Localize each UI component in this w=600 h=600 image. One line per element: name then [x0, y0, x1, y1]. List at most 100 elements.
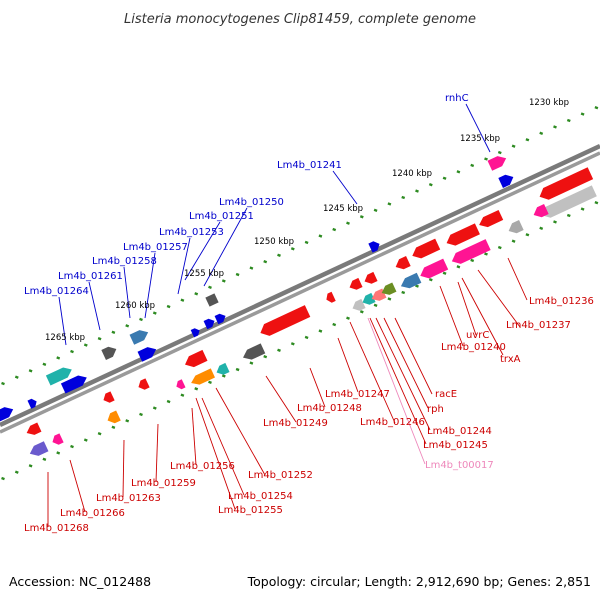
upper-tick-mark	[249, 266, 254, 270]
gene-arrow-reverse	[185, 349, 208, 368]
gene-label-lm4b-01266[interactable]: Lm4b_01266	[60, 508, 125, 519]
kbp-label-1230: 1230 kbp	[529, 98, 569, 108]
gene-label-trxa[interactable]: trxA	[500, 354, 521, 365]
gene-label-lm4b-01261[interactable]: Lm4b_01261	[58, 271, 123, 282]
gene-label-lm4b-01236[interactable]: Lm4b_01236	[529, 296, 594, 307]
gene-arrow-reverse	[29, 441, 49, 456]
gene-arrow-reverse	[326, 291, 336, 303]
lower-tick-mark	[263, 355, 268, 359]
gene-block-gray	[101, 346, 117, 360]
gene-label-lm4b-t00017[interactable]: Lm4b_t00017	[425, 460, 494, 471]
gene-arrow-reverse	[216, 362, 230, 375]
lower-tick-mark	[14, 470, 19, 474]
gene-label-lm4b-01251[interactable]: Lm4b_01251	[189, 211, 254, 222]
gene-arrow-reverse	[349, 277, 363, 290]
label-leader-line	[191, 407, 197, 466]
gene-label-lm4b-01256[interactable]: Lm4b_01256	[170, 461, 235, 472]
upper-tick-mark	[290, 247, 295, 251]
lower-tick-mark	[415, 284, 419, 288]
lower-tick-mark	[249, 361, 254, 365]
upper-tick-mark	[332, 227, 337, 232]
lower-tick-mark	[497, 245, 502, 250]
lower-tick-mark	[428, 278, 433, 282]
gene-label-lm4b-01268[interactable]: Lm4b_01268	[24, 523, 89, 534]
gene-block-gray	[352, 298, 366, 311]
gene-arrow-reverse	[446, 223, 480, 246]
gene-arrow-reverse	[451, 239, 491, 264]
upper-tick-mark	[235, 272, 240, 277]
gene-label-lm4b-01250[interactable]: Lm4b_01250	[219, 197, 284, 208]
lower-tick-mark	[511, 239, 516, 243]
gene-label-lm4b-01246[interactable]: Lm4b_01246	[360, 417, 425, 428]
topology-text: Topology: circular; Length: 2,912,690 bp…	[247, 574, 591, 589]
gene-arrow-reverse	[176, 379, 186, 390]
lower-tick-mark	[442, 271, 447, 275]
gene-label-lm4b-01253[interactable]: Lm4b_01253	[159, 227, 224, 238]
gene-label-lm4b-01258[interactable]: Lm4b_01258	[92, 256, 157, 267]
upper-tick-mark	[139, 317, 143, 322]
gene-arrow-forward	[498, 174, 514, 188]
upper-tick-mark	[180, 298, 185, 302]
gene-label-race[interactable]: racE	[435, 389, 457, 400]
gene-block-gray	[243, 343, 266, 360]
kbp-label-1235: 1235 kbp	[460, 134, 500, 144]
gene-arrow-forward	[129, 330, 149, 345]
label-leader-line	[69, 459, 86, 513]
lower-tick-mark	[125, 419, 130, 423]
gene-arrow-forward	[190, 328, 200, 338]
gene-label-lm4b-01241[interactable]: Lm4b_01241	[277, 160, 342, 171]
gene-label-rnhc[interactable]: rnhC	[445, 93, 469, 104]
gene-arrow-reverse	[395, 256, 411, 270]
upper-tick-mark	[97, 337, 102, 341]
label-leader-line	[265, 375, 297, 423]
upper-tick-mark	[497, 150, 502, 155]
upper-tick-mark	[1, 381, 5, 386]
gene-arrow-forward	[45, 367, 72, 386]
gene-label-lm4b-01259[interactable]: Lm4b_01259	[131, 478, 196, 489]
gene-label-lm4b-01244[interactable]: Lm4b_01244	[427, 426, 492, 437]
gene-label-lm4b-01254[interactable]: Lm4b_01254	[228, 491, 293, 502]
upper-tick-mark	[194, 292, 199, 296]
lower-tick-mark	[111, 425, 116, 429]
kbp-label-1265: 1265 kbp	[45, 333, 85, 343]
gene-label-lm4b-01245[interactable]: Lm4b_01245	[423, 440, 488, 451]
gene-label-lm4b-01248[interactable]: Lm4b_01248	[297, 403, 362, 414]
label-leader-line	[215, 387, 266, 476]
lower-tick-mark	[194, 387, 199, 391]
upper-tick-mark	[208, 285, 212, 290]
gene-label-lm4b-01255[interactable]: Lm4b_01255	[218, 505, 283, 516]
gene-label-rph[interactable]: rph	[427, 404, 444, 415]
upper-tick-mark	[525, 138, 530, 142]
upper-tick-mark	[346, 221, 350, 225]
gene-label-lm4b-01257[interactable]: Lm4b_01257	[123, 242, 188, 253]
upper-tick-mark	[470, 163, 475, 168]
gene-label-lm4b-01247[interactable]: Lm4b_01247	[325, 389, 390, 400]
upper-tick-mark	[594, 105, 599, 110]
label-leader-line	[195, 397, 236, 510]
lower-tick-mark	[594, 200, 599, 205]
upper-tick-mark	[442, 176, 447, 180]
gene-label-uvrc[interactable]: uvrC	[466, 330, 489, 341]
lower-tick-mark	[97, 432, 102, 436]
gene-label-lm4b-01263[interactable]: Lm4b_01263	[96, 493, 161, 504]
lower-tick-mark	[484, 252, 488, 256]
upper-tick-mark	[539, 131, 544, 136]
gene-label-lm4b-01264[interactable]: Lm4b_01264	[24, 286, 89, 297]
upper-tick-mark	[304, 240, 309, 245]
gene-label-lm4b-01249[interactable]: Lm4b_01249	[263, 418, 328, 429]
lower-tick-mark	[580, 207, 585, 211]
gene-label-lm4b-01240[interactable]: Lm4b_01240	[441, 342, 506, 353]
gene-arrow-reverse	[52, 433, 64, 445]
lower-tick-mark	[346, 316, 350, 320]
lower-tick-mark	[553, 220, 557, 224]
kbp-label-1250: 1250 kbp	[254, 237, 294, 247]
upper-tick-mark	[111, 330, 116, 334]
label-leader-line	[439, 285, 464, 347]
upper-tick-mark	[83, 343, 88, 347]
gene-label-lm4b-01252[interactable]: Lm4b_01252	[248, 470, 313, 481]
upper-tick-mark	[56, 356, 61, 360]
upper-tick-mark	[553, 125, 557, 129]
map-title: Listeria monocytogenes Clip81459, comple…	[124, 12, 476, 27]
gene-label-lm4b-01237[interactable]: Lm4b_01237	[506, 320, 571, 331]
gene-arrow-reverse	[420, 258, 449, 279]
